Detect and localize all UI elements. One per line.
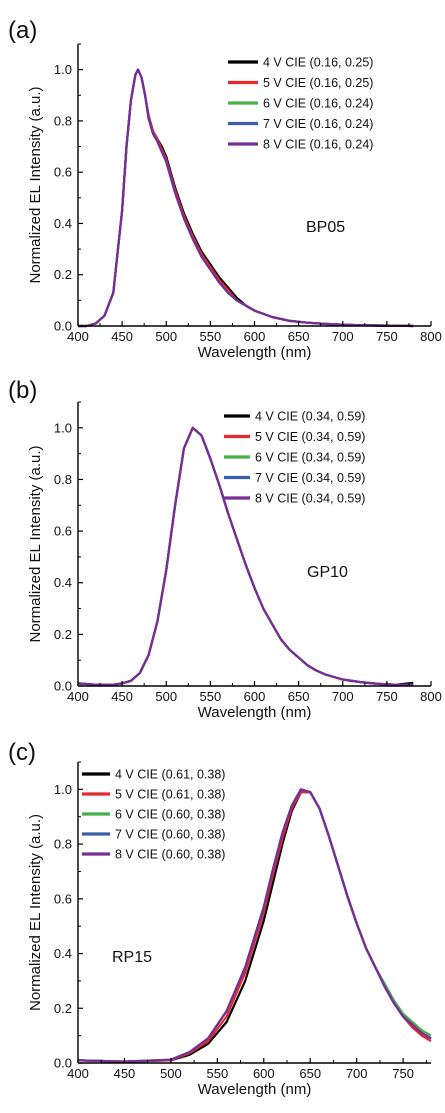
- y-tick-label: 0.2: [54, 1001, 72, 1016]
- x-tick-label: 750: [376, 689, 398, 704]
- chart-panel: (a) 400 450 500 550 600 650 700 750 800 0.0 0.2 0.4 0…: [8, 17, 442, 361]
- y-tick-label: 0.8: [54, 113, 72, 128]
- y-tick-label: 1.0: [54, 782, 72, 797]
- y-tick-label: 0.2: [54, 627, 72, 642]
- x-tick-label: 650: [288, 329, 310, 344]
- series-line: [77, 788, 432, 1063]
- x-tick-label: 800: [420, 329, 442, 344]
- x-tick-label: 650: [288, 689, 310, 704]
- sample-annotation: GP10: [307, 564, 348, 581]
- legend-entry: 5 V CIE (0.16, 0.25): [263, 76, 373, 90]
- y-axis-title: Normalized EL Intensity (a.u.): [27, 445, 44, 642]
- legend-entry: 8 V CIE (0.16, 0.24): [263, 138, 373, 152]
- legend-entry: 5 V CIE (0.34, 0.59): [255, 430, 365, 444]
- y-tick-label: 0.2: [54, 267, 72, 282]
- y-tick-label: 0.0: [54, 1056, 72, 1071]
- legend-entry: 6 V CIE (0.60, 0.38): [115, 808, 225, 822]
- x-tick-label: 400: [67, 689, 89, 704]
- x-tick-label: 700: [346, 1066, 368, 1081]
- chart-panel: (b) 400 450 500 550 600 650 700 750 800 0.0 0.2 0.4 0…: [8, 377, 442, 721]
- x-tick-label: 550: [200, 689, 222, 704]
- legend-entry: 8 V CIE (0.34, 0.59): [255, 492, 365, 506]
- series-line: [77, 426, 414, 686]
- legend-entry: 8 V CIE (0.60, 0.38): [115, 848, 225, 862]
- series-line: [77, 426, 414, 686]
- x-tick-label: 400: [67, 1066, 89, 1081]
- legend-entry: 4 V CIE (0.61, 0.38): [115, 768, 225, 782]
- x-tick-label: 450: [114, 1066, 136, 1081]
- x-tick-label: 500: [155, 689, 177, 704]
- y-tick-label: 0.0: [54, 319, 72, 334]
- sample-annotation: BP05: [306, 219, 345, 236]
- y-tick-label: 0.8: [54, 472, 72, 487]
- panel-label: (c): [8, 739, 36, 766]
- x-tick-label: 500: [155, 329, 177, 344]
- y-tick-label: 0.6: [54, 165, 72, 180]
- x-tick-label: 550: [200, 329, 222, 344]
- y-tick-label: 0.8: [54, 837, 72, 852]
- y-tick-label: 0.6: [54, 891, 72, 906]
- y-tick-label: 0.4: [54, 216, 72, 231]
- legend-entry: 7 V CIE (0.34, 0.59): [255, 471, 365, 485]
- legend-entry: 6 V CIE (0.34, 0.59): [255, 451, 365, 465]
- x-tick-label: 600: [244, 329, 266, 344]
- x-tick-label: 800: [420, 689, 442, 704]
- y-tick-label: 0.6: [54, 524, 72, 539]
- y-tick-label: 0.4: [54, 946, 72, 961]
- legend-entry: 7 V CIE (0.16, 0.24): [263, 117, 373, 131]
- y-tick-label: 1.0: [54, 420, 72, 435]
- series-line: [78, 68, 414, 328]
- series-line: [77, 426, 414, 686]
- x-axis-title: Wavelength (nm): [198, 1081, 312, 1098]
- x-axis-title: Wavelength (nm): [198, 704, 312, 721]
- chart-panel: (c) 400 450 500 550 600 650 700 750 0.0 0.2 0.4 0.6 0…: [8, 739, 432, 1098]
- x-tick-label: 750: [376, 329, 398, 344]
- y-tick-label: 1.0: [54, 62, 72, 77]
- x-tick-label: 650: [299, 1066, 321, 1081]
- x-tick-label: 750: [392, 1066, 414, 1081]
- y-axis-title: Normalized EL Intensity (a.u.): [27, 86, 44, 283]
- series-line: [77, 426, 414, 686]
- x-tick-label: 550: [206, 1066, 228, 1081]
- legend-entry: 4 V CIE (0.16, 0.25): [263, 56, 373, 70]
- x-tick-label: 700: [332, 689, 354, 704]
- legend-entry: 4 V CIE (0.34, 0.59): [255, 410, 365, 424]
- x-tick-label: 700: [332, 329, 354, 344]
- x-tick-label: 450: [111, 689, 133, 704]
- x-tick-label: 600: [244, 689, 266, 704]
- x-axis-title: Wavelength (nm): [198, 344, 312, 361]
- legend-entry: 6 V CIE (0.16, 0.24): [263, 97, 373, 111]
- sample-annotation: RP15: [112, 949, 152, 966]
- x-tick-label: 500: [160, 1066, 182, 1081]
- y-axis-title: Normalized EL Intensity (a.u.): [27, 814, 44, 1011]
- series-line: [77, 426, 414, 686]
- x-tick-label: 450: [111, 329, 133, 344]
- y-tick-label: 0.4: [54, 575, 72, 590]
- x-tick-label: 600: [253, 1066, 275, 1081]
- legend-entry: 5 V CIE (0.61, 0.38): [115, 788, 225, 802]
- panel-label: (b): [8, 377, 37, 404]
- panel-label: (a): [8, 17, 37, 44]
- y-tick-label: 0.0: [54, 679, 72, 694]
- x-tick-label: 400: [67, 329, 89, 344]
- legend-entry: 7 V CIE (0.60, 0.38): [115, 828, 225, 842]
